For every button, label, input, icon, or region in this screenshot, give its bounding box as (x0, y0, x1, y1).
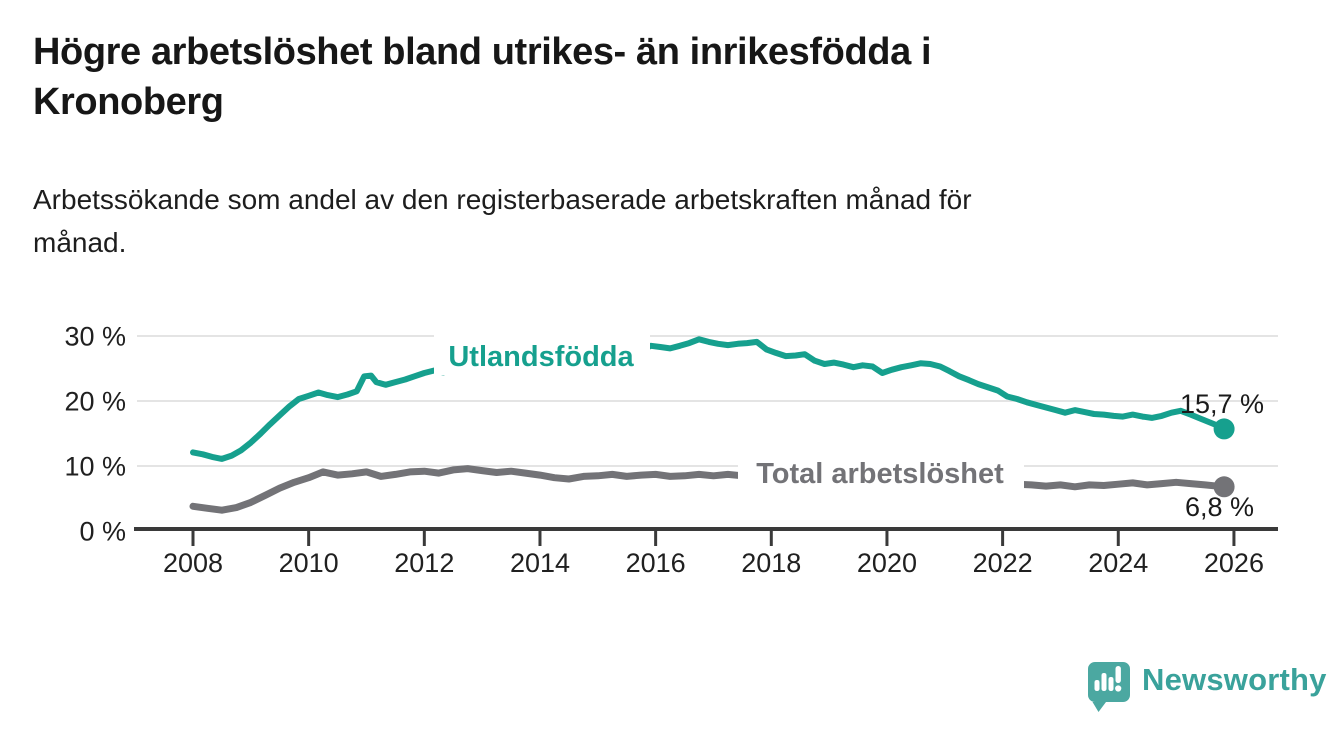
end-value-label-utlandsfodda: 15,7 % (1180, 389, 1264, 419)
y-axis-tick-label: 0 % (79, 517, 126, 547)
chart-series-lines (189, 336, 1228, 514)
label-mask-utlandsfodda (434, 332, 650, 375)
x-axis-tick-label: 2020 (857, 548, 917, 578)
x-axis-tick-label: 2012 (394, 548, 454, 578)
newsworthy-brand: Newsworthy (1086, 658, 1327, 714)
x-axis-tick-label: 2010 (279, 548, 339, 578)
series-line-utlandsfodda (190, 336, 1228, 462)
y-axis-tick-label: 20 % (64, 387, 126, 417)
page-title: Högre arbetslöshet bland utrikes- än inr… (33, 31, 932, 123)
chart-grid: 0 % 10 % 20 % 30 % 2008 2010 2012 2014 2016 2018 2… (64, 322, 1278, 578)
label-mask-total (738, 451, 1024, 491)
end-value-label-total: 6,8 % (1185, 492, 1254, 522)
x-axis-tick-label: 2022 (973, 548, 1033, 578)
exclamation-dot (1115, 685, 1122, 692)
x-axis-tick-label: 2026 (1204, 548, 1264, 578)
series-end-dot (1213, 476, 1235, 498)
bar-chart-speech-bubble-icon (1088, 662, 1130, 712)
exclamation-bar (1115, 666, 1121, 683)
bar-2 (1101, 673, 1107, 691)
bar-3 (1108, 677, 1114, 691)
series-label-total-arbetsloshet: Total arbetslöshet (756, 458, 1004, 490)
chart-subtitle: Arbetssökande som andel av den registerb… (33, 184, 972, 258)
x-axis-tick-label: 2018 (741, 548, 801, 578)
series-end-dot (1213, 418, 1235, 440)
line-chart: 0 % 10 % 20 % 30 % 2008 2010 2012 2014 2016 2018 2… (64, 322, 1278, 578)
x-axis-tick-label: 2016 (626, 548, 686, 578)
y-axis-tick-label: 30 % (64, 322, 126, 352)
series-line-total-arbetsloshet (189, 465, 1228, 514)
chart-end-dots (1213, 418, 1235, 498)
y-axis-tick-label: 10 % (64, 452, 126, 482)
brand-name: Newsworthy (1142, 662, 1327, 697)
x-axis-tick-label: 2024 (1088, 548, 1148, 578)
bar-1 (1094, 680, 1100, 691)
series-label-utlandsfodda: Utlandsfödda (448, 341, 634, 373)
chart-annotations: Utlandsfödda Total arbetslöshet 15,7 % 6… (434, 332, 1264, 522)
x-axis-tick-label: 2014 (510, 548, 570, 578)
x-axis-tick-label: 2008 (163, 548, 223, 578)
